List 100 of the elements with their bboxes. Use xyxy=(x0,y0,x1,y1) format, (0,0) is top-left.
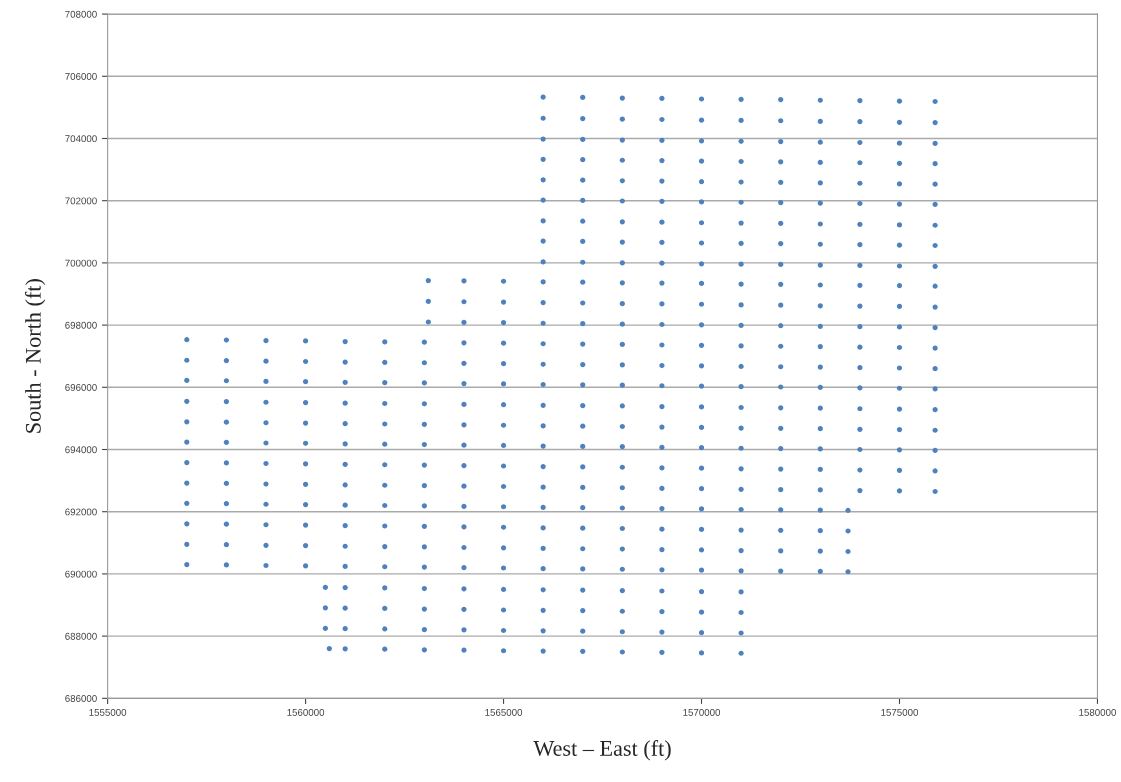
point xyxy=(421,585,427,592)
point xyxy=(382,502,388,509)
point xyxy=(778,343,784,349)
point xyxy=(659,403,665,410)
point xyxy=(817,405,823,411)
point xyxy=(619,566,625,572)
point xyxy=(659,321,665,328)
point xyxy=(500,320,507,326)
point xyxy=(461,463,467,469)
point xyxy=(932,283,938,289)
point xyxy=(778,241,784,247)
x-tick-label: 1565000 xyxy=(485,709,523,716)
point xyxy=(659,588,665,594)
point xyxy=(778,548,784,554)
point xyxy=(223,562,229,568)
point xyxy=(698,650,705,656)
point xyxy=(619,608,625,614)
point xyxy=(932,488,938,495)
point xyxy=(500,524,507,530)
point xyxy=(896,324,903,330)
point xyxy=(738,220,744,226)
point xyxy=(184,521,190,527)
point xyxy=(619,239,625,245)
point xyxy=(580,403,586,409)
point xyxy=(659,629,665,635)
point xyxy=(619,95,625,101)
point xyxy=(738,302,744,308)
point xyxy=(817,568,823,575)
x-tick-label: 1555000 xyxy=(89,709,127,716)
point xyxy=(817,200,823,206)
point xyxy=(738,486,744,492)
point xyxy=(302,461,309,467)
point xyxy=(817,97,823,103)
point xyxy=(421,441,427,448)
point xyxy=(580,238,586,245)
point xyxy=(738,425,744,431)
point xyxy=(845,507,851,514)
point xyxy=(223,480,229,487)
point xyxy=(698,280,705,287)
point xyxy=(425,298,431,305)
point xyxy=(896,119,903,125)
point xyxy=(619,321,625,327)
point xyxy=(461,627,467,633)
point xyxy=(461,340,467,346)
point xyxy=(619,546,625,552)
point xyxy=(778,405,784,411)
point xyxy=(896,263,903,269)
point xyxy=(421,647,427,653)
point xyxy=(659,342,665,348)
point xyxy=(382,605,388,612)
point xyxy=(778,281,784,287)
point xyxy=(817,262,823,268)
point xyxy=(500,442,507,449)
point xyxy=(817,343,823,350)
point xyxy=(223,357,229,364)
y-tick-label: 708000 xyxy=(65,10,97,18)
point xyxy=(540,218,546,224)
point xyxy=(184,377,190,384)
point xyxy=(817,303,823,309)
point xyxy=(896,140,903,146)
point xyxy=(698,199,705,205)
point xyxy=(342,482,348,488)
point xyxy=(500,545,507,551)
point xyxy=(223,542,229,548)
point xyxy=(461,606,467,612)
point xyxy=(461,647,467,653)
point xyxy=(817,384,823,390)
point xyxy=(184,337,190,343)
point xyxy=(580,157,586,163)
point xyxy=(619,649,625,655)
point xyxy=(342,359,348,365)
point xyxy=(461,319,467,325)
point xyxy=(857,487,863,494)
point xyxy=(500,565,507,571)
point xyxy=(342,523,348,529)
point xyxy=(817,426,823,432)
point xyxy=(698,486,705,492)
point xyxy=(932,386,938,392)
point xyxy=(932,447,938,454)
point xyxy=(223,419,229,425)
point xyxy=(580,115,586,122)
point xyxy=(302,501,309,508)
point xyxy=(540,381,546,388)
point xyxy=(619,301,625,307)
point xyxy=(540,279,546,285)
point xyxy=(500,504,507,510)
point xyxy=(778,466,784,472)
point xyxy=(857,467,863,473)
point xyxy=(698,179,705,185)
point xyxy=(778,527,784,533)
point xyxy=(778,261,784,268)
point xyxy=(461,524,467,530)
point xyxy=(540,115,546,121)
point xyxy=(580,525,586,531)
point xyxy=(738,240,744,246)
point xyxy=(932,140,938,147)
point xyxy=(817,466,823,473)
point xyxy=(421,401,427,407)
point xyxy=(382,421,388,427)
point xyxy=(619,423,625,430)
